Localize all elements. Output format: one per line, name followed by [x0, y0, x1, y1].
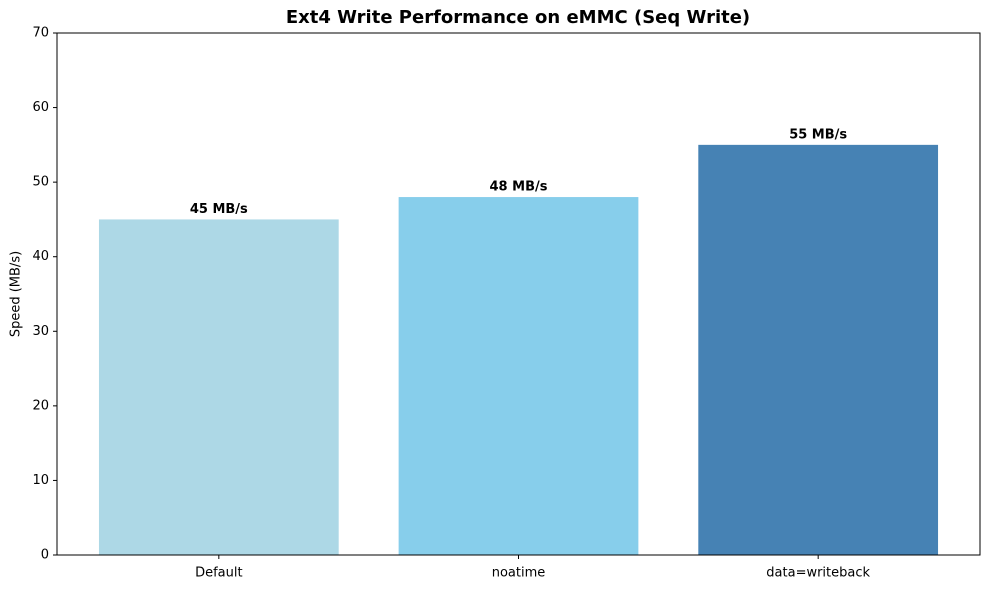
y-tick-label: 0: [41, 548, 49, 563]
bar: [398, 197, 639, 556]
plot-frame: [56, 32, 981, 556]
x-tick-label: Default: [195, 566, 243, 581]
y-tick-label: 30: [32, 324, 49, 339]
y-tick-label: 50: [32, 175, 49, 190]
chart-title: Ext4 Write Performance on eMMC (Seq Writ…: [286, 7, 750, 28]
y-tick-label: 10: [32, 473, 49, 488]
y-axis-label: Speed (MB/s): [9, 251, 24, 337]
y-tick-label: 70: [32, 26, 49, 41]
bar: [98, 219, 339, 555]
y-tick-label: 60: [32, 100, 49, 115]
value-label: 45 MB/s: [190, 202, 248, 217]
x-tick-label: data=writeback: [766, 566, 870, 581]
value-label: 48 MB/s: [490, 180, 548, 195]
x-tick-label: noatime: [492, 566, 546, 581]
y-tick-label: 40: [32, 249, 49, 264]
value-label: 55 MB/s: [789, 127, 847, 142]
bar: [698, 144, 939, 555]
y-tick-label: 20: [32, 398, 49, 413]
